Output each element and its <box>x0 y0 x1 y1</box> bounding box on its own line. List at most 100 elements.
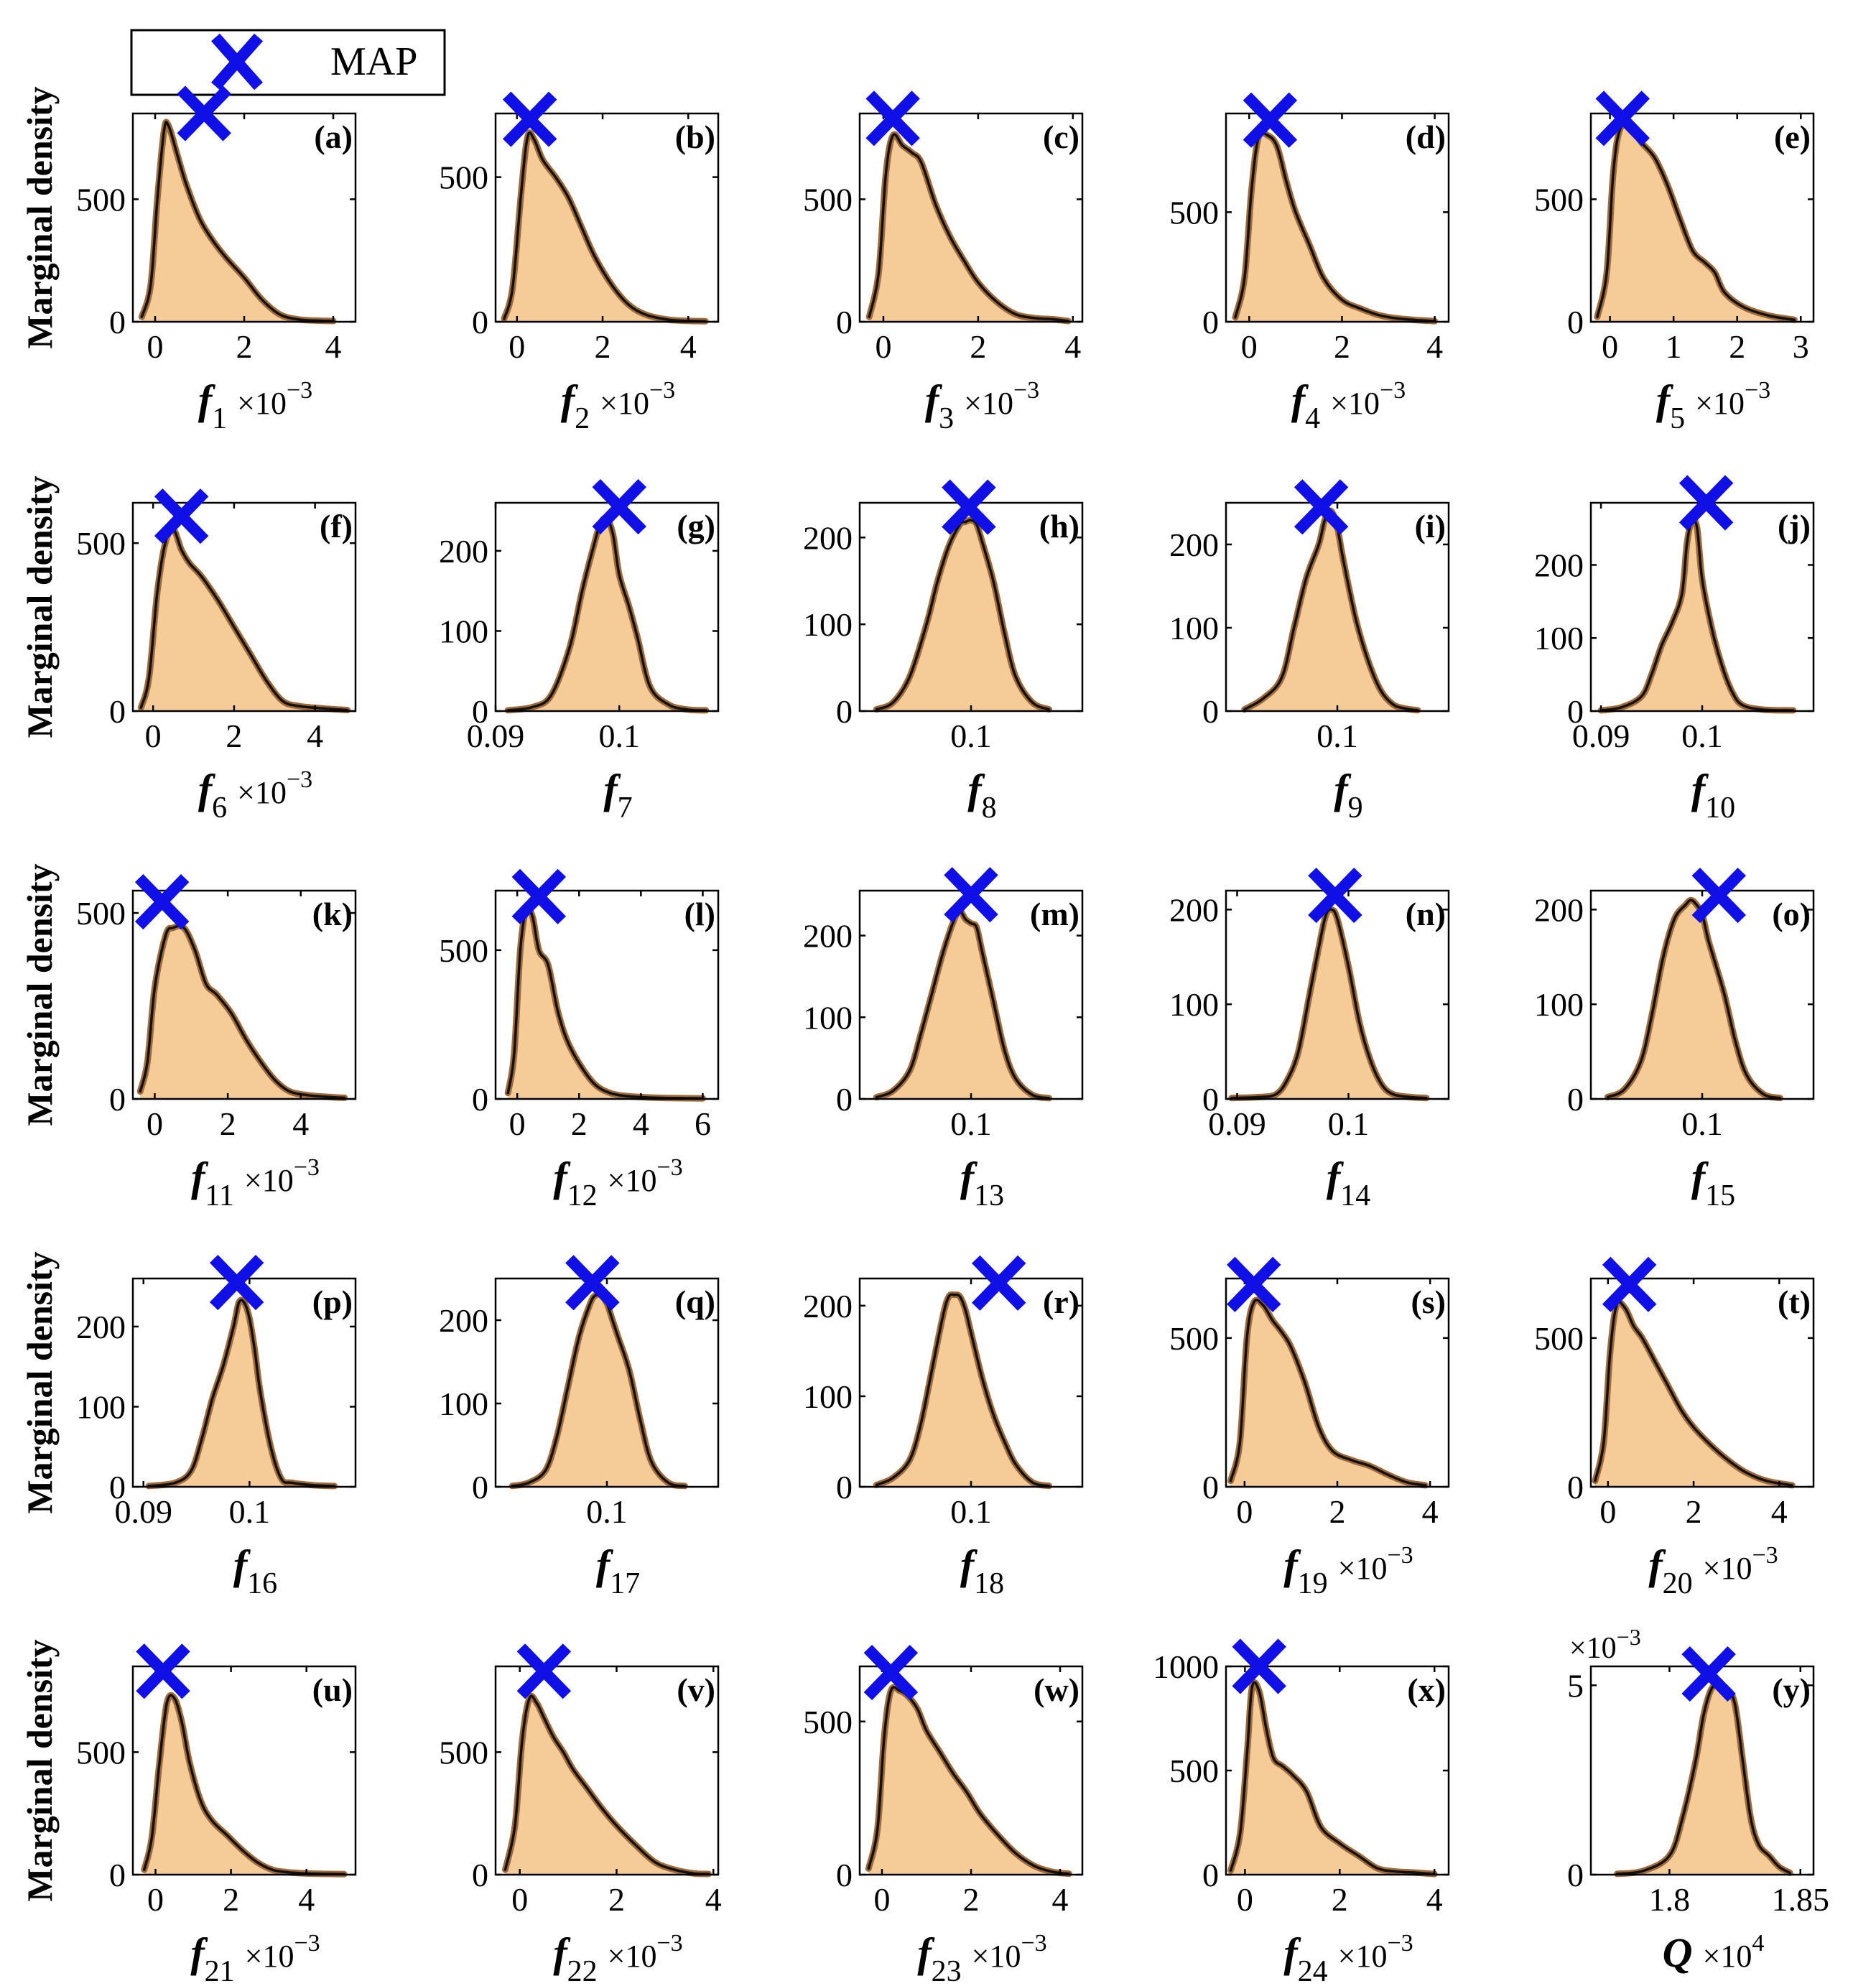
map-marker-icon <box>1294 479 1349 535</box>
map-marker-icon <box>511 868 567 924</box>
x-axis-label: f19 ×10−3 <box>1283 1541 1413 1600</box>
density-curve <box>503 131 707 323</box>
x-tick-label: 2 <box>595 328 611 365</box>
y-tick-label: 500 <box>803 1704 853 1740</box>
x-tick-label: 0.1 <box>1681 718 1723 754</box>
x-axis-label: f12 ×10−3 <box>553 1154 682 1212</box>
y-tick-label: 0 <box>1202 1469 1219 1505</box>
y-tick-label: 0 <box>836 1081 853 1118</box>
x-axis-label: f16 <box>233 1541 277 1600</box>
density-area <box>1595 1301 1793 1487</box>
x-variable-subscript: 1 <box>212 402 227 435</box>
map-marker-icon <box>1681 1646 1736 1702</box>
x-tick-label: 0 <box>147 1881 164 1918</box>
panel-title: (g) <box>677 508 715 544</box>
x-tick-label: 0 <box>1241 328 1258 365</box>
y-tick-label: 200 <box>76 1309 126 1345</box>
y-axis-label: Marginal density <box>19 1639 60 1901</box>
x-variable-subscript: 13 <box>974 1179 1004 1212</box>
density-area <box>876 1294 1049 1487</box>
x-variable-subscript: 6 <box>212 792 227 825</box>
x-variable-subscript: 22 <box>567 1955 598 1986</box>
map-marker-icon <box>502 91 557 147</box>
y-tick-label: 200 <box>439 1302 488 1339</box>
density-curve <box>875 519 1051 711</box>
density-area <box>140 926 345 1099</box>
x-axis-label: f18 <box>960 1541 1004 1600</box>
x-tick-label: 0 <box>511 1881 528 1918</box>
panel-m: 0.1 0 100 200 (m) f13 <box>803 867 1084 1212</box>
y-scale-factor: ×10−3 <box>1569 1624 1641 1665</box>
x-scale-base: ×10 <box>1338 1939 1388 1974</box>
x-tick-label: 1 <box>1666 328 1682 365</box>
panel-title: (j) <box>1778 508 1811 544</box>
x-scale-exponent: −3 <box>294 1154 320 1181</box>
panel-title: (n) <box>1406 896 1446 932</box>
density-area <box>1617 1685 1791 1875</box>
map-marker-icon <box>1602 1256 1657 1312</box>
y-tick-label: 100 <box>1169 610 1219 646</box>
x-scale-base: ×10 <box>1703 1939 1752 1974</box>
x-tick-label: 2 <box>970 328 986 365</box>
map-marker-icon <box>516 1643 572 1699</box>
y-tick-label: 100 <box>76 1388 126 1425</box>
density-curve <box>503 1694 710 1875</box>
x-tick-label: 4 <box>1052 1881 1069 1918</box>
x-axis-label: f17 <box>596 1541 640 1600</box>
x-tick-label: 0 <box>875 328 891 365</box>
x-variable-subscript: 11 <box>205 1179 233 1212</box>
density-area <box>505 1696 709 1875</box>
density-area <box>1597 124 1795 322</box>
x-tick-label: 0 <box>874 1881 891 1918</box>
density-area <box>876 520 1049 711</box>
x-tick-label: 2 <box>608 1881 625 1918</box>
x-tick-label: 3 <box>1793 328 1809 365</box>
y-tick-label: 100 <box>439 613 488 649</box>
x-tick-label: 4 <box>292 1105 309 1142</box>
panel-title: (u) <box>312 1671 353 1708</box>
y-tick-label: 200 <box>803 519 853 556</box>
x-tick-label: 0.1 <box>1328 1105 1370 1142</box>
x-axis-label: f6 ×10−3 <box>198 766 312 825</box>
x-tick-label: 0.09 <box>1572 718 1630 754</box>
y-tick-label: 100 <box>1534 986 1584 1023</box>
x-scale-exponent: −3 <box>656 1154 682 1181</box>
x-variable-subscript: 3 <box>939 402 954 435</box>
x-axis-label: f14 <box>1327 1154 1370 1212</box>
x-tick-label: 2 <box>1686 1493 1702 1530</box>
map-marker-icon <box>972 1255 1026 1311</box>
panel-title: (p) <box>312 1284 353 1320</box>
x-axis-label: f22 ×10−3 <box>553 1929 682 1986</box>
map-marker-icon <box>1691 868 1746 924</box>
x-axis-label: f4 ×10−3 <box>1291 376 1406 435</box>
y-tick-label: 500 <box>1169 1320 1219 1357</box>
y-tick-label: 0 <box>472 1469 488 1505</box>
x-tick-label: 0.1 <box>950 1493 992 1530</box>
y-tick-label: 500 <box>1534 181 1584 218</box>
x-scale-exponent: −3 <box>1021 1930 1046 1957</box>
panel-g: 0.09 0.1 0 100 200 (g) f7 <box>439 479 720 825</box>
axes-box <box>131 889 357 1100</box>
map-marker-icon <box>944 867 998 923</box>
y-tick-label: 0 <box>1202 1857 1219 1893</box>
x-axis-label: f5 ×10−3 <box>1656 376 1770 435</box>
y-tick-label: 5 <box>1567 1667 1584 1704</box>
panel-title: (s) <box>1411 1284 1446 1320</box>
x-tick-label: 0.1 <box>1681 1105 1723 1142</box>
map-marker-icon <box>1232 1638 1286 1694</box>
y-tick-label: 0 <box>1567 693 1584 730</box>
panel-title: (t) <box>1778 1284 1811 1320</box>
density-curve <box>1596 123 1796 322</box>
axes-box <box>1589 112 1815 323</box>
panel-title: (r) <box>1043 1284 1079 1320</box>
x-variable-subscript: 21 <box>205 1955 235 1986</box>
x-scale-exponent: −3 <box>1752 1542 1778 1569</box>
x-variable-subscript: 20 <box>1663 1567 1693 1600</box>
x-scale-exponent: −3 <box>1387 1930 1413 1957</box>
density-curve <box>139 528 349 712</box>
density-area <box>1607 900 1780 1099</box>
